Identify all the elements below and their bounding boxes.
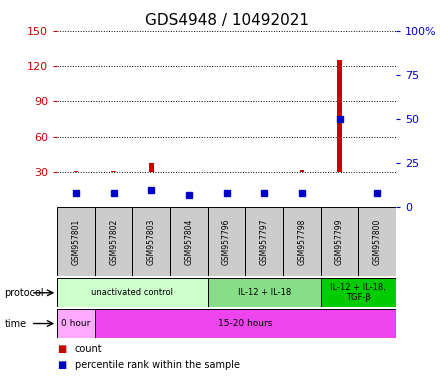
Text: time: time bbox=[4, 318, 26, 329]
Title: GDS4948 / 10492021: GDS4948 / 10492021 bbox=[145, 13, 308, 28]
Text: ■: ■ bbox=[57, 344, 66, 354]
Bar bbox=[74, 171, 78, 172]
Bar bbox=[321, 207, 358, 276]
Bar bbox=[283, 207, 321, 276]
Text: 15-20 hours: 15-20 hours bbox=[218, 319, 273, 328]
Bar bbox=[132, 207, 170, 276]
Text: unactivated control: unactivated control bbox=[92, 288, 173, 297]
Text: GSM957797: GSM957797 bbox=[260, 218, 269, 265]
Bar bbox=[300, 170, 304, 172]
Text: GSM957802: GSM957802 bbox=[109, 219, 118, 265]
Text: protocol: protocol bbox=[4, 288, 44, 298]
Text: IL-12 + IL-18,
TGF-β: IL-12 + IL-18, TGF-β bbox=[330, 283, 386, 303]
Bar bbox=[111, 171, 116, 172]
Bar bbox=[337, 60, 342, 172]
Bar bbox=[95, 207, 132, 276]
Bar bbox=[208, 278, 321, 307]
Bar bbox=[57, 207, 95, 276]
Bar bbox=[95, 309, 396, 338]
Text: GSM957799: GSM957799 bbox=[335, 218, 344, 265]
Text: GSM957796: GSM957796 bbox=[222, 218, 231, 265]
Bar bbox=[208, 207, 246, 276]
Text: GSM957804: GSM957804 bbox=[184, 219, 194, 265]
Bar bbox=[170, 207, 208, 276]
Bar bbox=[57, 278, 208, 307]
Text: percentile rank within the sample: percentile rank within the sample bbox=[75, 360, 240, 370]
Text: GSM957800: GSM957800 bbox=[373, 219, 381, 265]
Bar bbox=[149, 162, 154, 172]
Bar bbox=[246, 207, 283, 276]
Text: ■: ■ bbox=[57, 360, 66, 370]
Bar bbox=[358, 207, 396, 276]
Text: IL-12 + IL-18: IL-12 + IL-18 bbox=[238, 288, 291, 297]
Bar bbox=[321, 278, 396, 307]
Bar bbox=[57, 309, 95, 338]
Text: GSM957803: GSM957803 bbox=[147, 219, 156, 265]
Text: count: count bbox=[75, 344, 103, 354]
Text: GSM957798: GSM957798 bbox=[297, 219, 306, 265]
Text: 0 hour: 0 hour bbox=[61, 319, 91, 328]
Text: GSM957801: GSM957801 bbox=[72, 219, 81, 265]
